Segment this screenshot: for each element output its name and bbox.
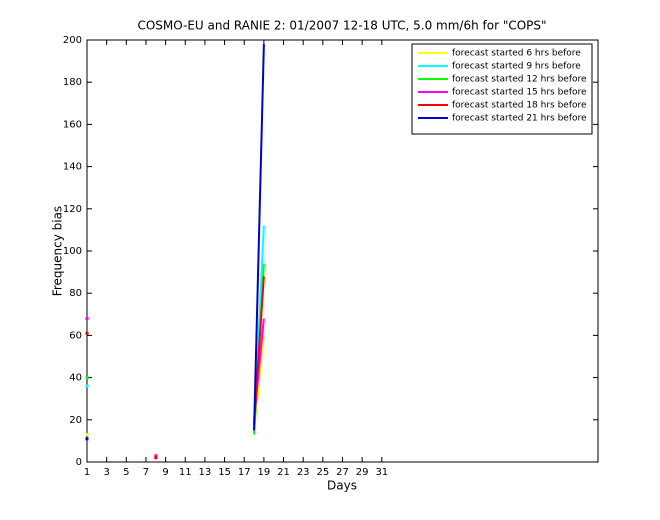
- x-tick-label: 17: [238, 467, 251, 478]
- chart-title: COSMO-EU and RANIE 2: 01/2007 12-18 UTC,…: [137, 19, 546, 33]
- data-point: [85, 437, 89, 441]
- y-tick-label: 180: [63, 77, 82, 88]
- legend-label: forecast started 12 hrs before: [452, 75, 587, 85]
- legend-label: forecast started 21 hrs before: [452, 114, 587, 124]
- y-tick-label: 120: [63, 204, 82, 215]
- x-tick-label: 9: [162, 467, 168, 478]
- x-tick-label: 3: [103, 467, 109, 478]
- series-line: [253, 44, 265, 431]
- y-tick-label: 60: [69, 330, 82, 341]
- data-point: [85, 331, 89, 335]
- x-tick-label: 15: [218, 467, 231, 478]
- y-tick-label: 160: [63, 119, 82, 130]
- legend-label: forecast started 15 hrs before: [452, 88, 587, 98]
- data-point: [154, 456, 158, 460]
- y-tick-label: 200: [63, 35, 82, 46]
- x-tick-label: 21: [277, 467, 290, 478]
- legend-label: forecast started 9 hrs before: [452, 62, 581, 72]
- x-tick-label: 31: [375, 467, 388, 478]
- data-point: [85, 433, 89, 437]
- y-tick-label: 100: [63, 246, 82, 257]
- y-tick-label: 40: [69, 373, 82, 384]
- data-point: [85, 317, 89, 321]
- legend-label: forecast started 18 hrs before: [452, 101, 587, 111]
- y-tick-label: 140: [63, 162, 82, 173]
- x-tick-label: 19: [258, 467, 271, 478]
- x-tick-label: 5: [123, 467, 129, 478]
- x-tick-label: 27: [336, 467, 349, 478]
- data-point: [154, 454, 158, 458]
- x-tick-label: 7: [143, 467, 149, 478]
- x-tick-label: 1: [84, 467, 90, 478]
- x-tick-label: 29: [356, 467, 369, 478]
- y-axis-label: Frequency bias: [51, 206, 65, 296]
- x-tick-label: 13: [199, 467, 212, 478]
- y-tick-label: 0: [76, 457, 82, 468]
- y-tick-label: 20: [69, 415, 82, 426]
- data-point: [85, 384, 89, 388]
- y-tick-label: 80: [69, 288, 82, 299]
- x-tick-label: 23: [297, 467, 310, 478]
- x-tick-label: 25: [316, 467, 329, 478]
- legend-label: forecast started 6 hrs before: [452, 49, 581, 59]
- x-tick-label: 11: [179, 467, 192, 478]
- data-point: [85, 376, 89, 380]
- x-axis-label: Days: [327, 479, 357, 493]
